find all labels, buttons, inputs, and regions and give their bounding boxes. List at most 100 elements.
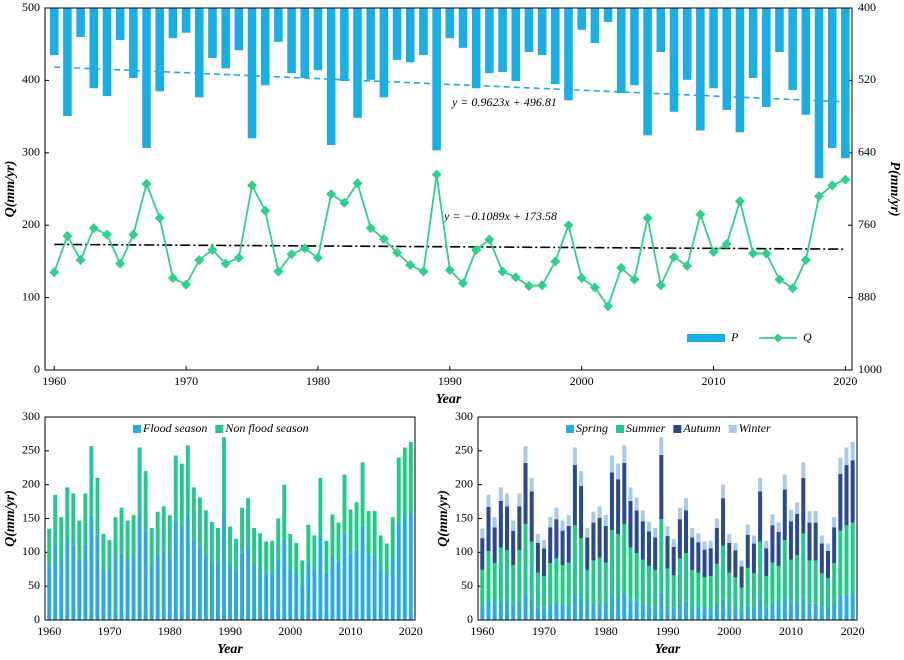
bar-segment: [597, 557, 602, 604]
bar: [498, 8, 507, 72]
bar-segment: [517, 601, 522, 620]
bar-segment: [234, 538, 238, 572]
bar-segment: [402, 447, 407, 517]
bar-segment: [542, 548, 547, 577]
bar-segment: [65, 540, 70, 620]
y-tick-label: 200: [22, 217, 40, 231]
bar-segment: [677, 603, 682, 620]
bar-segment: [677, 507, 682, 520]
x-tick-label: 1960: [42, 374, 66, 388]
bar-segment: [560, 520, 565, 531]
bar-segment: [372, 511, 377, 555]
x-tick-label: 1980: [158, 624, 182, 638]
bar-segment: [300, 560, 305, 585]
bar-segment: [665, 526, 670, 537]
bar-segment: [228, 526, 232, 564]
bar-segment: [572, 594, 577, 620]
bar: [788, 8, 797, 91]
bar-segment: [628, 547, 633, 601]
plot-frame: [44, 7, 853, 371]
bar-segment: [665, 536, 670, 569]
bar-segment: [360, 525, 365, 620]
bar-segment: [59, 558, 64, 620]
bar-segment: [276, 518, 281, 560]
y2-tick-label: 1000: [858, 362, 882, 376]
bar-segment: [149, 527, 154, 565]
x-tick-label: 2000: [717, 624, 741, 638]
q-marker: [484, 234, 495, 245]
y2-tick-label: 400: [858, 0, 876, 14]
bar-segment: [548, 527, 553, 564]
q-marker: [471, 244, 482, 255]
bar: [696, 8, 705, 131]
bar: [432, 8, 441, 151]
bar-segment: [572, 447, 577, 466]
bar-segment: [330, 514, 335, 557]
q-marker: [734, 196, 745, 207]
bar-segment: [529, 541, 534, 599]
bar-segment: [838, 530, 843, 596]
y-tick-label: 150: [22, 510, 40, 524]
bar-segment: [155, 555, 160, 620]
bar-segment: [173, 521, 178, 620]
q-marker: [431, 169, 442, 180]
bar-segment: [542, 540, 547, 549]
bar-segment: [294, 573, 299, 620]
bar-segment: [684, 498, 689, 511]
legend-swatch: [566, 425, 574, 433]
bar-segment: [348, 553, 353, 620]
q-marker: [49, 267, 60, 278]
bar-segment: [65, 487, 70, 541]
bar-segment: [850, 460, 855, 523]
bar-segment: [585, 527, 590, 538]
bar-segment: [137, 516, 142, 620]
bar-segment: [764, 548, 769, 577]
bar-segment: [603, 604, 608, 620]
x-tick-label: 1960: [37, 624, 61, 638]
bar-segment: [616, 596, 621, 620]
bar-segment: [294, 542, 299, 574]
q-marker: [458, 278, 469, 289]
q-marker: [312, 252, 323, 263]
bar-segment: [628, 600, 633, 620]
bar: [603, 8, 613, 22]
bar-segment: [646, 565, 651, 606]
q-marker: [141, 178, 152, 189]
bar-segment: [684, 510, 689, 554]
bar: [419, 8, 428, 56]
bar: [564, 8, 573, 101]
bar-segment: [348, 509, 353, 554]
bar: [142, 8, 151, 148]
bar-segment: [795, 502, 800, 514]
bar-segment: [579, 471, 584, 487]
bar-segment: [228, 563, 232, 620]
bar-segment: [579, 597, 584, 620]
bar-segment: [119, 552, 124, 620]
bar-segment: [53, 544, 58, 620]
bar: [287, 8, 296, 74]
bar-segment: [844, 465, 849, 526]
bar-segment: [264, 541, 269, 573]
bar: [300, 8, 310, 78]
bar-segment: [788, 521, 793, 560]
bar-segment: [89, 446, 94, 516]
bar-segment: [119, 507, 124, 553]
y-tick-label: 100: [22, 289, 40, 303]
bar-segment: [850, 442, 855, 461]
bar-segment: [252, 564, 257, 620]
bar-segment: [844, 447, 849, 466]
bar-segment: [727, 534, 732, 543]
bar-segment: [813, 603, 818, 620]
q-marker: [682, 260, 693, 271]
q-marker: [220, 258, 231, 269]
bar-segment: [684, 601, 689, 620]
bar: [458, 8, 468, 48]
bar-segment: [240, 552, 245, 620]
y-tick-label: 200: [455, 476, 473, 490]
bar-segment: [480, 606, 485, 620]
bar-segment: [819, 573, 824, 608]
bar-segment: [288, 568, 293, 620]
bar-segment: [758, 491, 763, 542]
bar-segment: [113, 517, 118, 559]
q-marker: [62, 231, 73, 242]
